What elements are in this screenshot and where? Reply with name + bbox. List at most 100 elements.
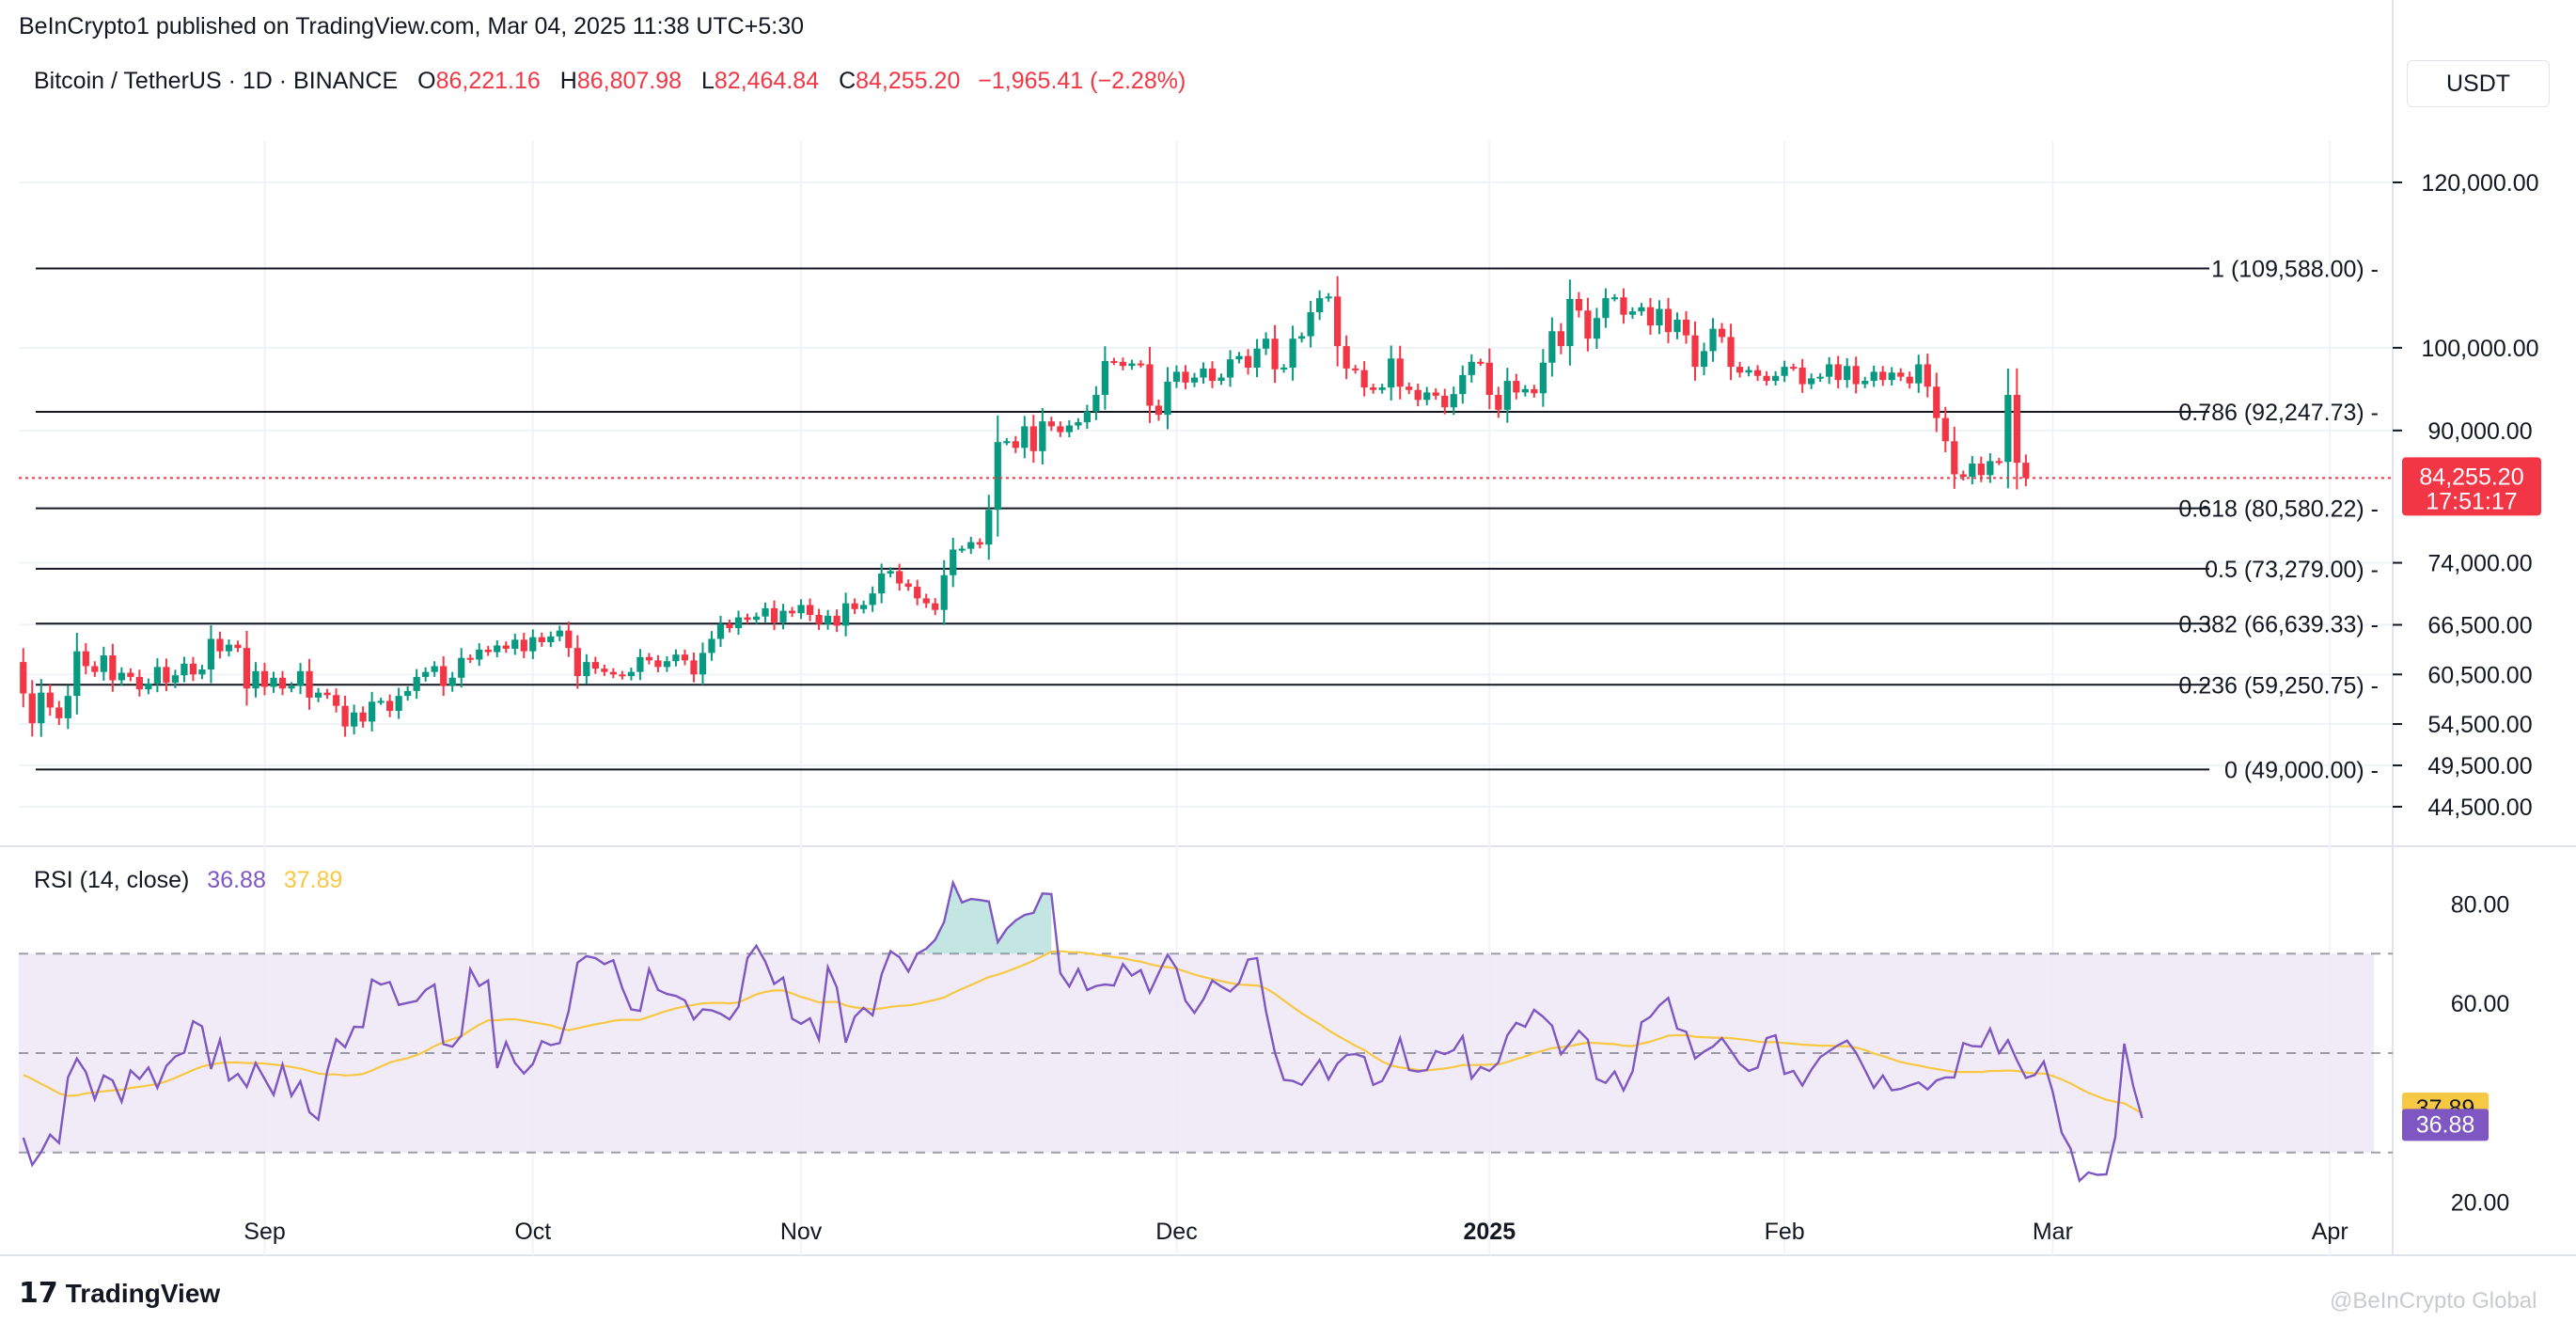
- candle-body: [1602, 298, 1610, 319]
- candle-body: [1959, 474, 1967, 478]
- candle-body: [1450, 394, 1457, 408]
- candle-body: [815, 614, 823, 624]
- candle-body: [1297, 336, 1306, 339]
- fib-level-label: 0.382 (66,639.33) -: [2178, 611, 2379, 637]
- candle-body: [1057, 426, 1064, 433]
- candle-body: [216, 638, 224, 652]
- candle-body: [985, 510, 993, 545]
- candle-body: [1137, 363, 1145, 366]
- candle-body: [135, 676, 143, 690]
- candle-body: [145, 683, 152, 690]
- rsi-title[interactable]: RSI (14, close): [34, 867, 190, 893]
- candle-body: [1638, 307, 1645, 312]
- rsi-overbought-fill: [926, 882, 1052, 954]
- candle-body: [1557, 331, 1564, 347]
- candle-body: [1656, 308, 1663, 326]
- candle-body: [914, 587, 921, 599]
- candle-body: [1987, 461, 1994, 476]
- candle-body: [1834, 364, 1842, 381]
- candle-body: [1414, 389, 1422, 401]
- candle-body: [1029, 426, 1037, 451]
- candle-body: [306, 670, 313, 698]
- time-tick-label: Nov: [780, 1219, 823, 1245]
- candle-body: [1083, 411, 1091, 423]
- candle-body: [1566, 298, 1574, 347]
- candle-body: [887, 571, 894, 574]
- candle-body: [1012, 441, 1019, 449]
- candle-body: [1459, 374, 1467, 395]
- currency-button[interactable]: USDT: [2407, 60, 2550, 107]
- candle-body: [118, 672, 125, 681]
- candle-body: [1718, 328, 1726, 338]
- tradingview-logo[interactable]: 𝟭𝟳 TradingView: [19, 1277, 220, 1310]
- candle-body: [1852, 366, 1860, 385]
- tradingview-icon: 𝟭𝟳: [19, 1278, 58, 1309]
- candle-body: [64, 696, 71, 718]
- candle-body: [627, 671, 636, 677]
- candle-body: [1172, 371, 1181, 382]
- candle-body: [583, 662, 590, 677]
- candle-body: [1897, 372, 1905, 377]
- candle-body: [681, 654, 689, 661]
- candle-body: [654, 660, 662, 668]
- candle-body: [1182, 371, 1189, 383]
- last-price-label: 84,255.20: [2419, 464, 2523, 490]
- candle-body: [1924, 364, 1931, 387]
- candle-body: [1503, 381, 1511, 410]
- open-value: 86,221.16: [435, 68, 541, 94]
- symbol-title[interactable]: Bitcoin / TetherUS · 1D · BINANCE: [34, 68, 399, 94]
- candle-body: [922, 598, 930, 604]
- candle-body: [1753, 370, 1762, 376]
- price-tick-label: 120,000.00: [2421, 170, 2538, 197]
- candle-body: [1468, 361, 1475, 375]
- candle-body: [314, 692, 322, 698]
- candle-body: [2013, 395, 2020, 464]
- candle-body: [332, 695, 340, 706]
- candle-body: [109, 655, 117, 681]
- fib-level-label: 1 (109,588.00) -: [2211, 257, 2379, 283]
- candle-body: [1406, 386, 1413, 390]
- candle-body: [2022, 463, 2030, 479]
- candle-body: [1593, 318, 1601, 339]
- candle-body: [1003, 441, 1011, 444]
- candle-body: [1736, 367, 1744, 373]
- candle-body: [270, 677, 277, 687]
- candle-body: [950, 549, 957, 575]
- candle-body: [1682, 319, 1690, 336]
- candle-body: [1352, 368, 1359, 370]
- candle-body: [1816, 376, 1824, 379]
- candle-body: [1575, 298, 1583, 311]
- candle-body: [2004, 395, 2012, 463]
- price-tick-label: 66,500.00: [2427, 613, 2532, 639]
- candle-body: [28, 693, 36, 724]
- candlestick-series: [19, 275, 2393, 737]
- candle-body: [690, 660, 698, 675]
- candle-body: [1423, 392, 1431, 401]
- candle-body: [1995, 461, 2003, 464]
- candle-body: [1664, 308, 1673, 333]
- candle-body: [1495, 395, 1502, 410]
- candle-body: [1861, 381, 1869, 385]
- rsi-ma-line: [23, 950, 2144, 1114]
- candle-body: [296, 670, 305, 686]
- candle-body: [448, 677, 456, 686]
- candle-body: [1334, 296, 1342, 347]
- candle-body: [1610, 297, 1619, 300]
- candle-body: [1164, 381, 1171, 416]
- rsi-line: [22, 878, 2144, 1184]
- high-label: H: [559, 68, 577, 94]
- candle-body: [252, 670, 259, 689]
- candle-body: [91, 666, 99, 672]
- candle-body: [672, 654, 680, 662]
- candle-body: [547, 636, 555, 642]
- candle-body: [1870, 371, 1877, 382]
- candle-body: [1941, 417, 1949, 442]
- candle-body: [1101, 360, 1109, 396]
- candle-body: [833, 615, 840, 626]
- candle-body: [932, 603, 939, 610]
- candle-body: [1620, 297, 1627, 315]
- candle-body: [601, 669, 608, 672]
- fib-retracement: 1 (109,588.00) - 0.786 (92,247.73) - 0.618…: [36, 257, 2379, 783]
- candle-body: [726, 623, 733, 629]
- candle-body: [234, 644, 242, 649]
